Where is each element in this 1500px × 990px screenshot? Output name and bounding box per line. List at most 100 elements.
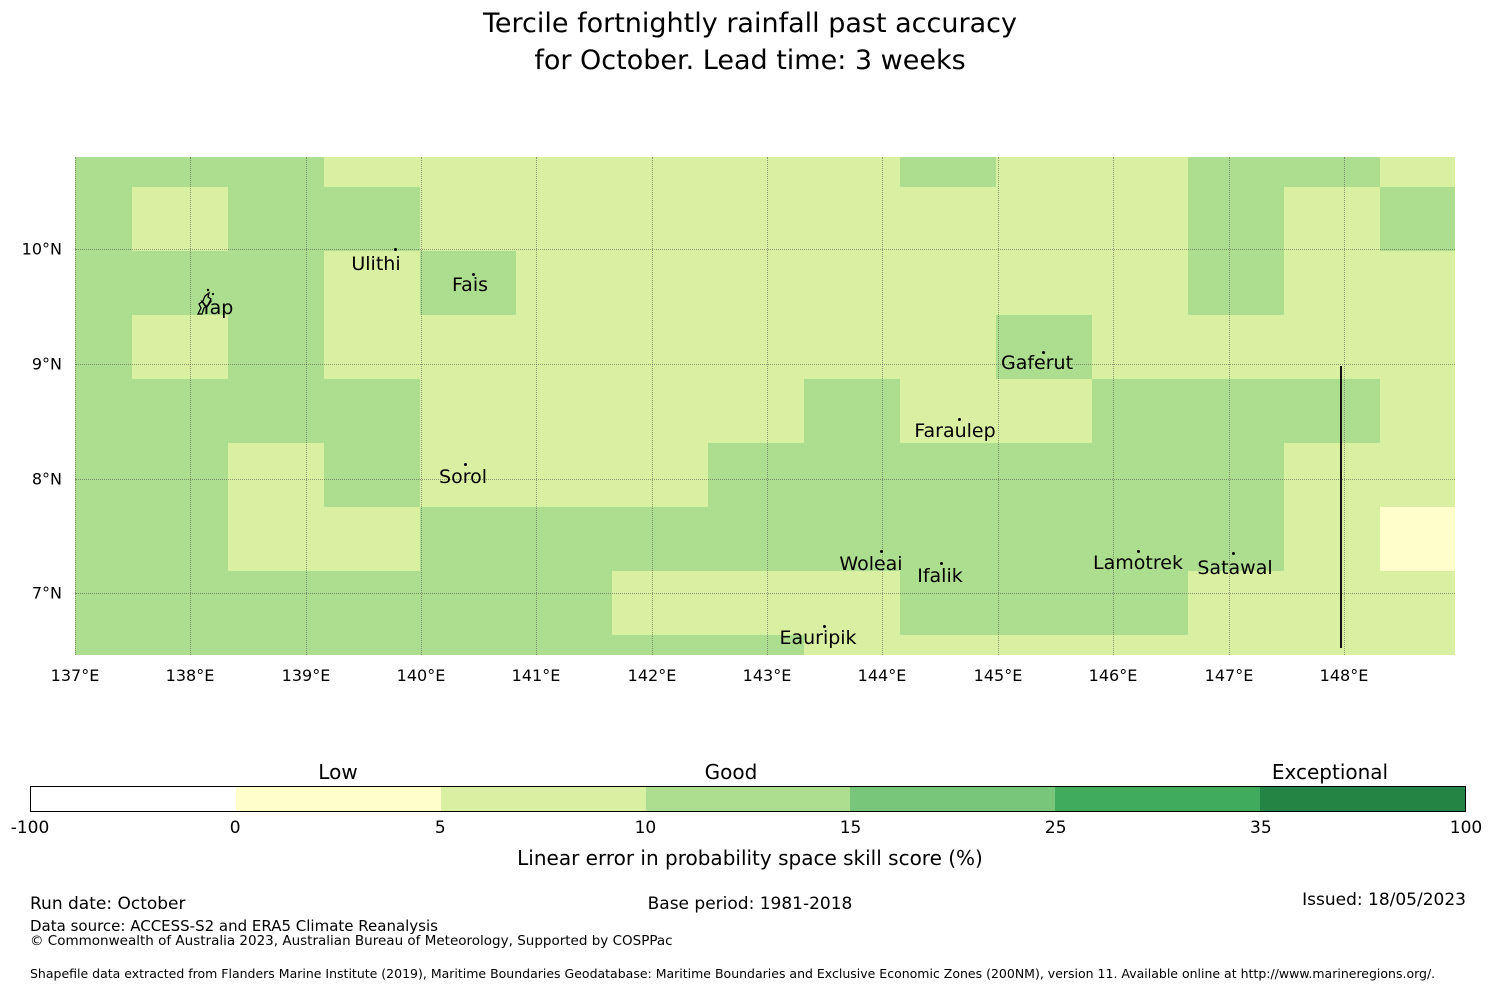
x-tick-label: 140°E: [396, 666, 446, 685]
map-cell: [708, 251, 804, 315]
island-dot: [472, 273, 475, 276]
shapefile-attribution-text: Shapefile data extracted from Flanders M…: [30, 966, 1436, 981]
island-label: Faraulep: [914, 420, 996, 442]
x-tick-label: 143°E: [742, 666, 792, 685]
map-cell: [132, 443, 228, 507]
colorbar-tick-label: 35: [1250, 818, 1272, 838]
y-tick-label: 9°N: [31, 354, 62, 374]
map-cell: [1092, 507, 1188, 571]
chart-title-line2: for October. Lead time: 3 weeks: [534, 45, 966, 76]
colorbar-tick-label: 25: [1044, 818, 1067, 838]
map-cell: [996, 635, 1092, 655]
island-dot: [394, 248, 397, 251]
map-cell: [1092, 251, 1188, 315]
map-cell: [708, 571, 804, 635]
map-cell: [324, 379, 420, 443]
x-tick-label: 142°E: [627, 666, 677, 685]
map-cell: [1188, 379, 1284, 443]
gridline-latitude: [75, 249, 1455, 250]
map-cell: [708, 315, 804, 379]
map-cell: [132, 379, 228, 443]
map-cell: [612, 635, 708, 655]
colorbar-tick-label: 100: [1449, 818, 1483, 838]
map-cell: [996, 251, 1092, 315]
island-label: Eauripik: [779, 627, 857, 649]
map-cell: [612, 507, 708, 571]
colorbar-segment: [645, 787, 851, 811]
map-cell: [1092, 157, 1188, 187]
map-cell: [324, 315, 420, 379]
map-cell: [612, 251, 708, 315]
map-cell: [804, 635, 900, 655]
map-cell: [1092, 443, 1188, 507]
map-cell: [132, 315, 228, 379]
map-cell: [228, 507, 324, 571]
island-label: Ifalik: [917, 565, 963, 587]
map-cell: [1284, 507, 1380, 571]
map-plot-area: Yap Ulithi Fais Sorol Gaferut Faraulep Woleai I…: [75, 157, 1455, 655]
y-tick-label: 8°N: [31, 469, 62, 489]
base-period-text: Base period: 1981-2018: [647, 894, 853, 914]
map-cell: [900, 507, 996, 571]
map-cell: [228, 187, 324, 251]
map-cell: [1380, 187, 1455, 251]
map-cell: [420, 571, 516, 635]
map-cell: [996, 379, 1092, 443]
map-cell: [132, 507, 228, 571]
map-cell: [1380, 507, 1455, 571]
map-cell: [900, 315, 996, 379]
island-label: Gaferut: [1000, 352, 1074, 374]
map-cell: [420, 379, 516, 443]
map-cell: [516, 187, 612, 251]
map-cell: [1188, 315, 1284, 379]
map-cell: [1092, 315, 1188, 379]
map-cell: [228, 571, 324, 635]
map-cell: [228, 443, 324, 507]
gridline-latitude: [75, 593, 1455, 594]
map-cell: [420, 157, 516, 187]
map-cell: [996, 571, 1092, 635]
map-cell: [132, 571, 228, 635]
yap-island-outline: [191, 284, 221, 318]
map-cell: [900, 379, 996, 443]
x-tick-label: 139°E: [281, 666, 331, 685]
map-cell: [1380, 251, 1455, 315]
issued-date-text: Issued: 18/05/2023: [1302, 890, 1466, 910]
map-cell: [324, 635, 420, 655]
map-cell: [804, 443, 900, 507]
map-cell: [1380, 157, 1455, 187]
map-cell: [612, 571, 708, 635]
colorbar-axis-label: Linear error in probability space skill …: [517, 846, 983, 870]
map-cell: [996, 507, 1092, 571]
map-cell: [1284, 187, 1380, 251]
colorbar-segment: [440, 787, 647, 811]
map-cell: [324, 187, 420, 251]
colorbar-tick-label: 0: [229, 818, 241, 838]
map-cell: [1188, 187, 1284, 251]
map-cell: [75, 635, 132, 655]
map-cell: [420, 443, 516, 507]
map-cell: [900, 443, 996, 507]
map-cell: [996, 443, 1092, 507]
map-cell: [1380, 635, 1455, 655]
map-cell: [804, 379, 900, 443]
map-cell: [420, 315, 516, 379]
map-cell: [516, 157, 612, 187]
x-tick-label: 138°E: [165, 666, 215, 685]
map-cell: [228, 157, 324, 187]
island-label: Yap: [200, 297, 234, 319]
colorbar-category-label: Good: [704, 760, 758, 784]
colorbar-tick-label: 15: [839, 818, 862, 838]
island-label: Fais: [451, 274, 489, 296]
island-dot: [1042, 351, 1045, 354]
map-cell: [1284, 443, 1380, 507]
gridline-longitude: [306, 157, 307, 655]
island-dot: [823, 625, 826, 628]
gridline-longitude: [652, 157, 653, 655]
colorbar-segment: [235, 787, 442, 811]
island-dot: [940, 562, 943, 565]
gridline-longitude: [1344, 157, 1345, 655]
map-cell: [804, 315, 900, 379]
map-cell: [1092, 379, 1188, 443]
island-dot: [880, 550, 883, 553]
